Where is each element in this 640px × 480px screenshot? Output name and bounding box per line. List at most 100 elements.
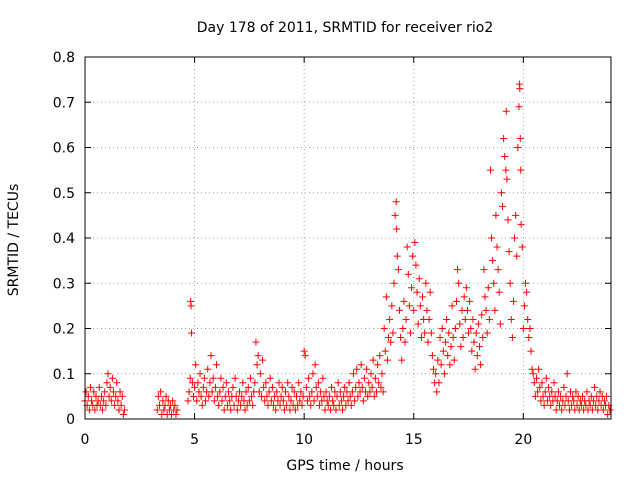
- data-point: [471, 365, 479, 373]
- data-point: [328, 383, 336, 391]
- data-point: [340, 392, 348, 400]
- data-point: [86, 383, 94, 391]
- data-point: [481, 293, 489, 301]
- data-point: [116, 388, 124, 396]
- data-point: [218, 397, 226, 405]
- data-point: [355, 379, 363, 387]
- data-point: [313, 392, 321, 400]
- data-point: [97, 392, 105, 400]
- data-point: [172, 410, 180, 418]
- data-point: [251, 379, 259, 387]
- data-point: [486, 166, 494, 174]
- data-point: [255, 388, 263, 396]
- data-point: [154, 392, 162, 400]
- data-point: [377, 383, 385, 391]
- data-point: [502, 107, 510, 115]
- data-point: [284, 379, 292, 387]
- y-tick-label: 0.1: [53, 367, 75, 383]
- data-point: [452, 297, 460, 305]
- data-point: [263, 392, 271, 400]
- data-point: [413, 288, 421, 296]
- data-point: [443, 315, 451, 323]
- data-point: [422, 279, 430, 287]
- data-point: [454, 266, 462, 274]
- data-point: [259, 356, 267, 364]
- data-point: [391, 211, 399, 219]
- data-point: [118, 392, 126, 400]
- chart-title: Day 178 of 2011, SRMTID for receiver rio…: [197, 20, 494, 36]
- data-point: [107, 397, 115, 405]
- data-point: [396, 306, 404, 314]
- data-point: [333, 392, 341, 400]
- data-point: [469, 315, 477, 323]
- data-point: [512, 211, 520, 219]
- data-point: [300, 347, 308, 355]
- data-point: [260, 383, 268, 391]
- data-point: [591, 383, 599, 391]
- data-point: [476, 343, 483, 351]
- data-point: [292, 392, 300, 400]
- data-point: [504, 216, 512, 224]
- data-point: [265, 388, 273, 396]
- data-point: [540, 401, 548, 409]
- x-tick-label: 15: [405, 432, 423, 448]
- data-point: [291, 406, 299, 414]
- data-point: [162, 392, 170, 400]
- data-point: [365, 379, 373, 387]
- data-point: [516, 85, 524, 93]
- data-point: [388, 302, 396, 310]
- data-point: [363, 365, 371, 373]
- data-point: [316, 401, 324, 409]
- data-point: [562, 392, 570, 400]
- data-point: [111, 401, 119, 409]
- data-point: [583, 388, 591, 396]
- data-point: [371, 374, 379, 382]
- data-point: [449, 334, 457, 342]
- data-point: [100, 397, 108, 405]
- data-point: [354, 392, 362, 400]
- data-point: [252, 338, 260, 346]
- data-point: [185, 388, 193, 396]
- data-point: [346, 392, 354, 400]
- data-point: [579, 392, 587, 400]
- data-point: [524, 315, 532, 323]
- data-point: [101, 388, 109, 396]
- data-point: [278, 383, 286, 391]
- data-point: [502, 166, 510, 174]
- data-point: [423, 306, 431, 314]
- data-point: [299, 392, 307, 400]
- data-point: [419, 293, 427, 301]
- data-point: [393, 225, 401, 233]
- data-point: [394, 266, 402, 274]
- data-point: [187, 302, 195, 310]
- data-point: [200, 374, 208, 382]
- data-point: [416, 302, 424, 310]
- data-point: [507, 315, 515, 323]
- data-point: [392, 198, 400, 206]
- data-point: [237, 401, 245, 409]
- data-point: [460, 293, 468, 301]
- data-point: [444, 352, 452, 360]
- data-point: [425, 315, 433, 323]
- grid: [85, 57, 611, 419]
- data-point: [482, 306, 490, 314]
- data-point: [239, 379, 247, 387]
- data-point: [283, 401, 291, 409]
- data-point: [308, 388, 316, 396]
- data-point: [345, 379, 353, 387]
- x-tick-label: 10: [295, 432, 313, 448]
- data-point: [537, 397, 545, 405]
- data-point: [191, 383, 199, 391]
- data-point: [596, 388, 604, 396]
- data-point: [468, 347, 476, 355]
- data-point: [547, 401, 555, 409]
- data-point: [202, 397, 210, 405]
- data-point: [196, 370, 204, 378]
- data-point: [223, 401, 231, 409]
- data-point: [403, 243, 411, 251]
- data-point: [435, 379, 443, 387]
- y-tick-label: 0.6: [53, 141, 75, 157]
- data-point: [305, 374, 313, 382]
- data-point: [479, 334, 487, 342]
- data-point: [437, 361, 445, 369]
